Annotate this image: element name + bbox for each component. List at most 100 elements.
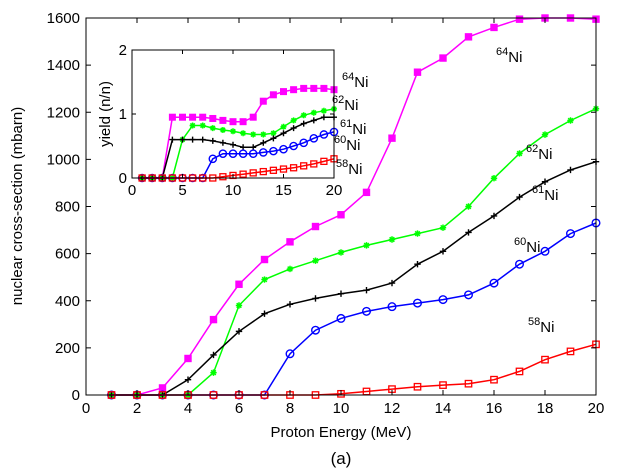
inset-point-64Ni <box>320 84 328 92</box>
inset-x-tick-label: 5 <box>178 182 186 199</box>
main-point-62Ni <box>516 150 523 157</box>
main-point-58Ni <box>566 347 575 356</box>
inset-point-62Ni <box>230 128 236 135</box>
main-point-61Ni <box>541 178 549 185</box>
inset-point-61Ni <box>260 139 267 146</box>
main-point-60Ni <box>387 302 397 312</box>
main-point-62Ni <box>235 302 243 309</box>
main-point-61Ni <box>210 351 217 359</box>
main-point-60Ni <box>362 306 372 316</box>
main-label-62Ni: 62Ni <box>526 143 552 163</box>
inset-point-62Ni <box>270 130 277 137</box>
main-x-tick-label: 10 <box>333 400 350 417</box>
inset-x-tick-label: 20 <box>326 182 343 199</box>
main-point-64Ni <box>388 134 396 142</box>
inset-point-64Ni <box>269 91 277 99</box>
inset-point-64Ni <box>168 113 176 121</box>
main-line-62Ni <box>111 108 597 396</box>
main-point-64Ni <box>439 54 447 62</box>
main-y-tick-label: 200 <box>55 340 80 357</box>
main-series-labels: 64Ni 62Ni 61Ni 60Ni 58Ni <box>496 46 558 336</box>
main-point-58Ni <box>541 355 549 364</box>
main-point-64Ni <box>184 354 192 363</box>
main-point-58Ni <box>413 382 422 391</box>
main-y-axis-label: nuclear cross-section (mbarn) <box>9 107 26 305</box>
inset-point-58Ni <box>279 165 288 173</box>
main-point-60Ni <box>336 313 346 323</box>
inset-label-62Ni: 62Ni <box>332 94 358 114</box>
main-point-64Ni <box>464 33 473 41</box>
inset-point-64Ni <box>199 113 207 121</box>
main-point-61Ni <box>184 376 192 383</box>
inset-point-58Ni <box>289 164 298 172</box>
main-point-64Ni <box>158 384 167 392</box>
main-point-62Ni <box>363 242 370 249</box>
main-point-60Ni <box>438 295 448 305</box>
main-point-64Ni <box>490 23 498 32</box>
inset-point-64Ni <box>280 88 287 96</box>
main-x-axis-label: Proton Energy (MeV) <box>271 424 412 441</box>
main-label-58Ni: 58Ni <box>528 316 554 336</box>
main-point-60Ni <box>464 290 474 300</box>
inset-point-60Ni <box>269 146 278 156</box>
main-point-60Ni <box>540 246 550 256</box>
main-y-tick-label: 1600 <box>47 10 80 27</box>
main-y-tick-label: 800 <box>55 199 80 216</box>
inset-point-60Ni <box>289 141 298 151</box>
inset-point-64Ni <box>219 116 227 124</box>
inset-label-58Ni: 58Ni <box>336 158 362 178</box>
main-point-62Ni <box>465 203 472 210</box>
inset-point-58Ni <box>310 160 318 168</box>
inset-point-64Ni <box>310 84 318 92</box>
inset-y-axis-label: yield (n/n) <box>97 81 114 147</box>
inset-point-60Ni <box>279 144 288 154</box>
inset-point-60Ni <box>238 149 248 158</box>
main-point-61Ni <box>286 301 294 308</box>
inset-point-60Ni <box>258 148 268 157</box>
main-label-64Ni: 64Ni <box>496 46 522 66</box>
main-point-61Ni <box>439 248 447 255</box>
main-x-tick-label: 4 <box>184 400 192 417</box>
inset-point-58Ni <box>259 167 267 176</box>
main-point-62Ni <box>312 257 319 264</box>
main-point-62Ni <box>567 117 574 124</box>
main-x-tick-label: 0 <box>82 400 90 417</box>
main-x-tick-label: 8 <box>286 400 294 417</box>
main-point-64Ni <box>515 15 524 23</box>
main-y-tick-label: 600 <box>55 246 80 263</box>
main-point-60Ni <box>566 229 576 239</box>
inset-point-60Ni <box>228 149 238 158</box>
inset-point-62Ni <box>260 131 267 138</box>
main-x-tick-label: 20 <box>588 400 605 417</box>
main-point-61Ni <box>567 166 574 174</box>
main-point-61Ni <box>490 212 498 220</box>
main-point-62Ni <box>541 131 549 138</box>
inset-point-62Ni <box>310 109 317 116</box>
main-point-60Ni <box>515 259 525 269</box>
inset-point-61Ni <box>189 136 196 143</box>
inset-point-64Ni <box>290 86 298 94</box>
inset-label-61Ni: 61Ni <box>340 118 366 138</box>
main-point-62Ni <box>414 230 421 237</box>
main-point-64Ni <box>260 255 269 264</box>
inset-point-60Ni <box>208 154 218 164</box>
inset-point-62Ni <box>300 112 307 119</box>
main-x-tick-label: 18 <box>537 400 554 417</box>
inset-point-61Ni <box>300 120 307 127</box>
figure-caption: (a) <box>331 449 352 468</box>
inset-point-61Ni <box>230 141 236 148</box>
main-x-tick-label: 12 <box>384 400 401 417</box>
main-point-62Ni <box>337 249 345 256</box>
main-point-62Ni <box>439 224 447 231</box>
main-line-61Ni <box>111 160 597 396</box>
inset-label-60Ni: 60Ni <box>334 134 360 154</box>
inset-x-tick-label: 15 <box>275 182 292 199</box>
inset-point-62Ni <box>199 122 206 129</box>
main-point-62Ni <box>286 265 294 273</box>
inset-point-61Ni <box>169 136 176 143</box>
inset-point-64Ni <box>249 113 257 121</box>
main-point-60Ni <box>413 298 423 308</box>
main-point-61Ni <box>235 328 243 335</box>
